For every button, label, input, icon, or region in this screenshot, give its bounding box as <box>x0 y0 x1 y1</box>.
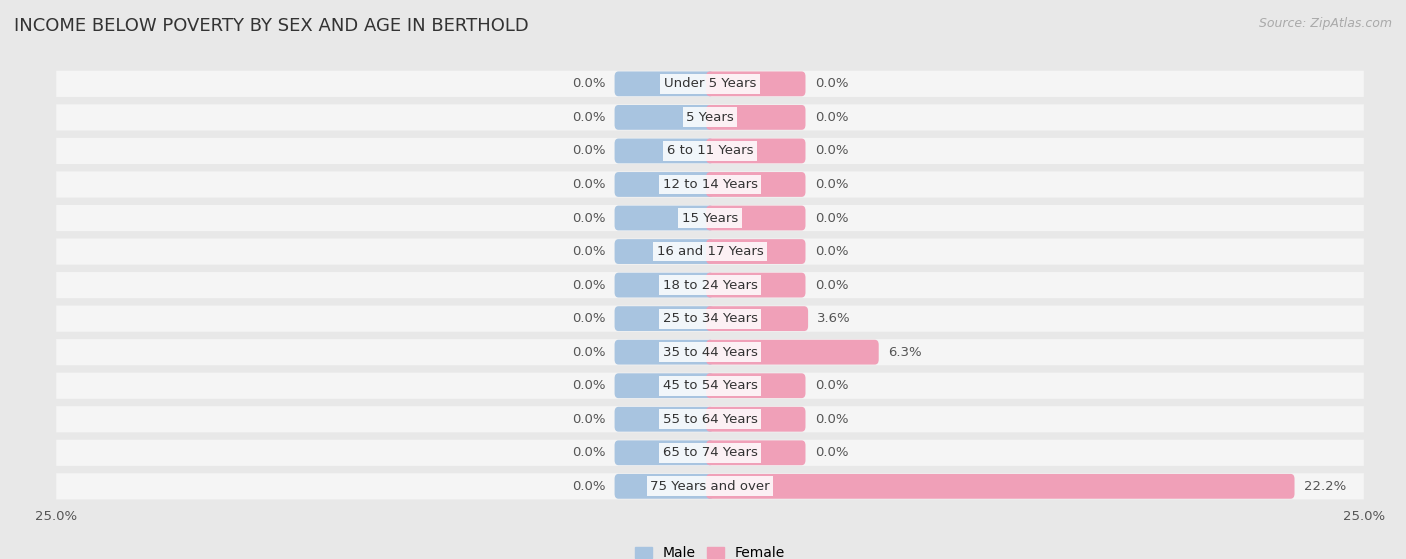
FancyBboxPatch shape <box>706 340 879 364</box>
Text: 0.0%: 0.0% <box>814 211 848 225</box>
Text: 0.0%: 0.0% <box>572 379 606 392</box>
FancyBboxPatch shape <box>706 239 806 264</box>
Text: 0.0%: 0.0% <box>814 379 848 392</box>
FancyBboxPatch shape <box>56 339 1364 365</box>
Text: 0.0%: 0.0% <box>814 178 848 191</box>
FancyBboxPatch shape <box>614 206 714 230</box>
FancyBboxPatch shape <box>614 407 714 432</box>
FancyBboxPatch shape <box>614 172 714 197</box>
Text: 12 to 14 Years: 12 to 14 Years <box>662 178 758 191</box>
FancyBboxPatch shape <box>56 205 1364 231</box>
Text: 22.2%: 22.2% <box>1303 480 1346 493</box>
FancyBboxPatch shape <box>614 373 714 398</box>
Text: Under 5 Years: Under 5 Years <box>664 77 756 91</box>
Text: 25 to 34 Years: 25 to 34 Years <box>662 312 758 325</box>
FancyBboxPatch shape <box>706 407 806 432</box>
Text: 0.0%: 0.0% <box>572 111 606 124</box>
Text: 16 and 17 Years: 16 and 17 Years <box>657 245 763 258</box>
FancyBboxPatch shape <box>706 474 1295 499</box>
FancyBboxPatch shape <box>614 139 714 163</box>
FancyBboxPatch shape <box>56 440 1364 466</box>
FancyBboxPatch shape <box>706 440 806 465</box>
FancyBboxPatch shape <box>706 306 808 331</box>
Text: 0.0%: 0.0% <box>814 111 848 124</box>
Text: Source: ZipAtlas.com: Source: ZipAtlas.com <box>1258 17 1392 30</box>
Text: 45 to 54 Years: 45 to 54 Years <box>662 379 758 392</box>
Text: 6.3%: 6.3% <box>887 345 921 359</box>
Text: 0.0%: 0.0% <box>572 278 606 292</box>
Text: 0.0%: 0.0% <box>572 178 606 191</box>
Text: 0.0%: 0.0% <box>572 446 606 459</box>
Text: 6 to 11 Years: 6 to 11 Years <box>666 144 754 158</box>
FancyBboxPatch shape <box>56 239 1364 264</box>
Text: 0.0%: 0.0% <box>572 211 606 225</box>
FancyBboxPatch shape <box>706 206 806 230</box>
FancyBboxPatch shape <box>614 306 714 331</box>
FancyBboxPatch shape <box>706 373 806 398</box>
FancyBboxPatch shape <box>56 406 1364 432</box>
FancyBboxPatch shape <box>614 239 714 264</box>
Text: 0.0%: 0.0% <box>572 77 606 91</box>
Text: 3.6%: 3.6% <box>817 312 851 325</box>
FancyBboxPatch shape <box>614 273 714 297</box>
FancyBboxPatch shape <box>706 172 806 197</box>
FancyBboxPatch shape <box>56 172 1364 197</box>
FancyBboxPatch shape <box>706 72 806 96</box>
FancyBboxPatch shape <box>614 340 714 364</box>
FancyBboxPatch shape <box>614 72 714 96</box>
FancyBboxPatch shape <box>56 373 1364 399</box>
Text: 18 to 24 Years: 18 to 24 Years <box>662 278 758 292</box>
FancyBboxPatch shape <box>56 138 1364 164</box>
FancyBboxPatch shape <box>706 273 806 297</box>
Text: 0.0%: 0.0% <box>814 245 848 258</box>
Text: 75 Years and over: 75 Years and over <box>650 480 770 493</box>
Text: 15 Years: 15 Years <box>682 211 738 225</box>
Text: 0.0%: 0.0% <box>814 278 848 292</box>
Text: 0.0%: 0.0% <box>814 144 848 158</box>
Text: INCOME BELOW POVERTY BY SEX AND AGE IN BERTHOLD: INCOME BELOW POVERTY BY SEX AND AGE IN B… <box>14 17 529 35</box>
Text: 55 to 64 Years: 55 to 64 Years <box>662 413 758 426</box>
FancyBboxPatch shape <box>614 105 714 130</box>
Text: 0.0%: 0.0% <box>572 413 606 426</box>
Text: 0.0%: 0.0% <box>572 245 606 258</box>
Text: 0.0%: 0.0% <box>572 480 606 493</box>
Text: 0.0%: 0.0% <box>814 446 848 459</box>
FancyBboxPatch shape <box>56 71 1364 97</box>
FancyBboxPatch shape <box>614 440 714 465</box>
FancyBboxPatch shape <box>56 306 1364 331</box>
Text: 35 to 44 Years: 35 to 44 Years <box>662 345 758 359</box>
Text: 65 to 74 Years: 65 to 74 Years <box>662 446 758 459</box>
Text: 0.0%: 0.0% <box>814 413 848 426</box>
FancyBboxPatch shape <box>614 474 714 499</box>
FancyBboxPatch shape <box>706 105 806 130</box>
Text: 0.0%: 0.0% <box>572 312 606 325</box>
Text: 5 Years: 5 Years <box>686 111 734 124</box>
Text: 0.0%: 0.0% <box>572 144 606 158</box>
Text: 0.0%: 0.0% <box>572 345 606 359</box>
Legend: Male, Female: Male, Female <box>630 541 790 559</box>
Text: 0.0%: 0.0% <box>814 77 848 91</box>
FancyBboxPatch shape <box>56 272 1364 298</box>
FancyBboxPatch shape <box>706 139 806 163</box>
FancyBboxPatch shape <box>56 473 1364 499</box>
FancyBboxPatch shape <box>56 105 1364 130</box>
